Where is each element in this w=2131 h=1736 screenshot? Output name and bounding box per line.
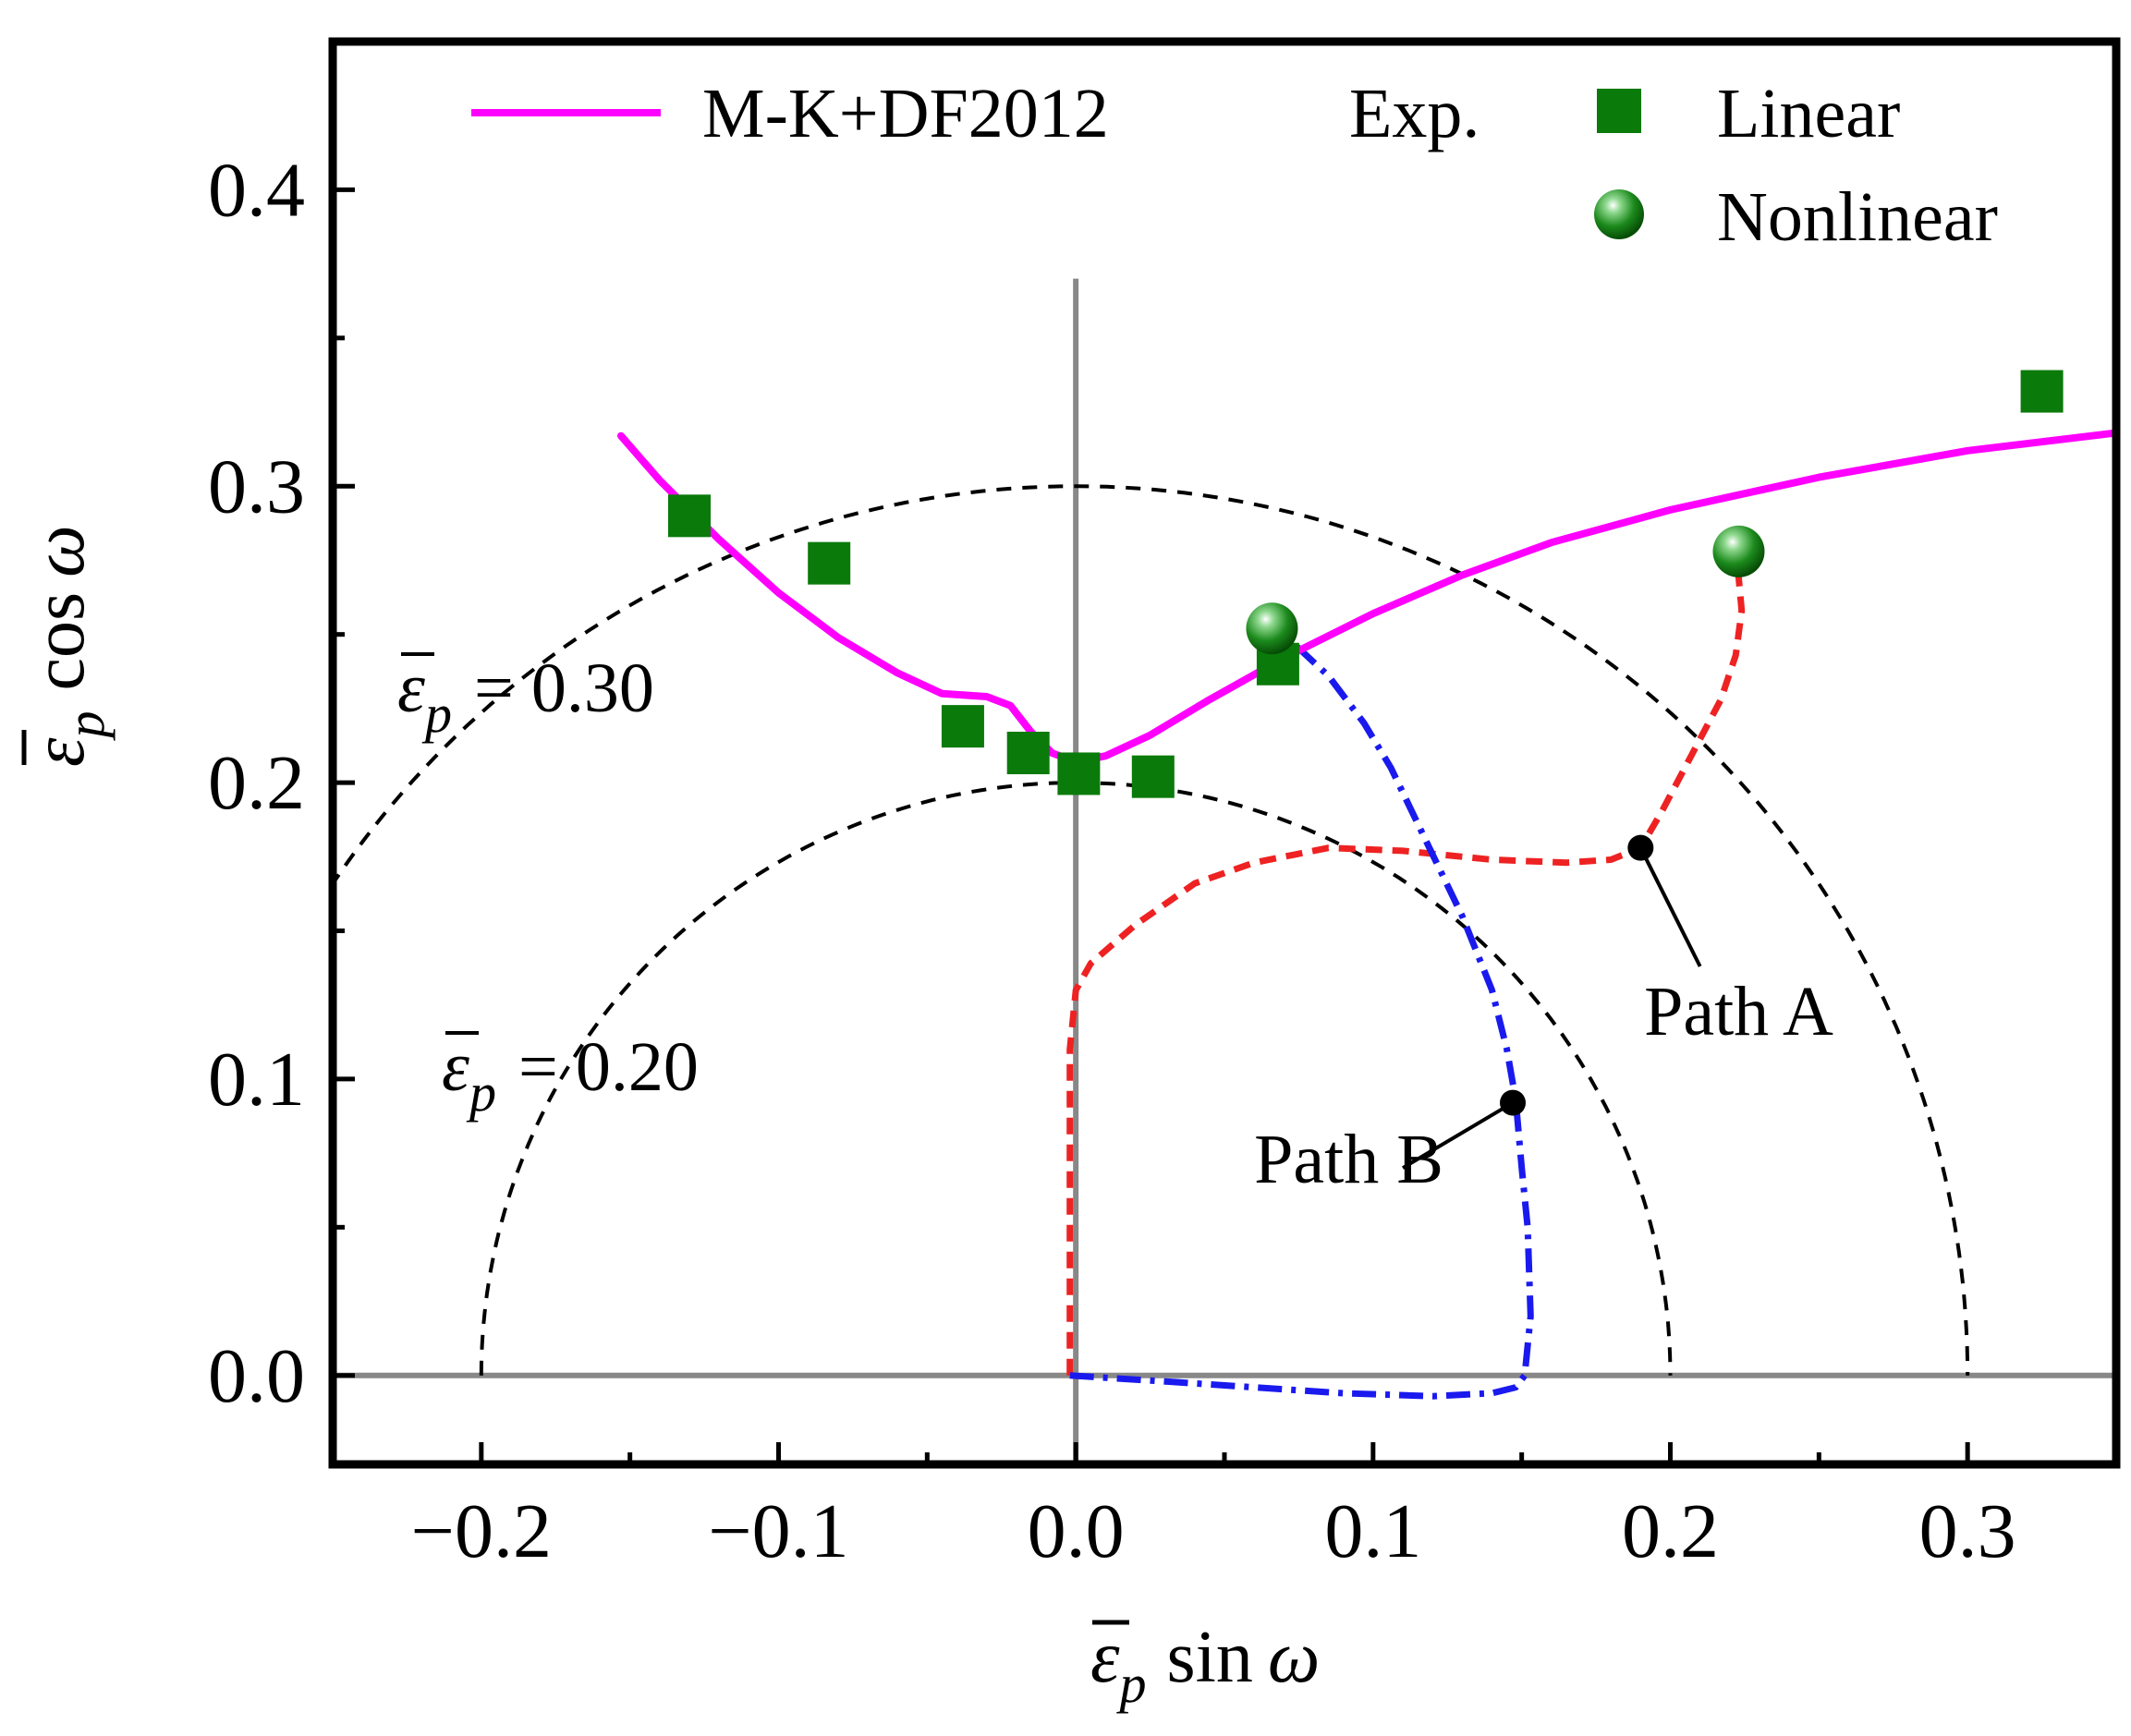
iso-label-030: εp = 0.30 bbox=[397, 649, 654, 744]
plot-area bbox=[333, 278, 2116, 1464]
iso-label-020-symbol: ε bbox=[442, 1028, 469, 1106]
x-tick-labels: −0.2 −0.1 0.0 0.1 0.2 0.3 bbox=[411, 1488, 2016, 1574]
y-tick-label: 0.4 bbox=[208, 147, 305, 233]
iso-label-020-value: = 0.20 bbox=[518, 1028, 699, 1106]
legend: M-K+DF2012 Exp. Linear Nonlinear bbox=[471, 75, 1998, 256]
y-tick-label: 0.3 bbox=[208, 443, 305, 529]
iso-label-020: εp = 0.20 bbox=[442, 1028, 699, 1123]
x-axis-title: εp sin ω bbox=[1090, 1617, 1320, 1714]
iso-contour-03 bbox=[333, 484, 1970, 1376]
axis-ticks bbox=[330, 39, 2119, 1464]
iso-label-020-subscript: p bbox=[466, 1062, 496, 1123]
linear-point-3 bbox=[1006, 732, 1050, 774]
x-tick-label: −0.1 bbox=[708, 1488, 848, 1574]
linear-point-5 bbox=[1131, 755, 1175, 798]
y-tick-label: 0.1 bbox=[208, 1037, 305, 1123]
legend-nonlinear-label: Nonlinear bbox=[1717, 178, 1998, 256]
legend-linear-swatch bbox=[1597, 89, 1641, 133]
path-a-marker bbox=[1627, 834, 1654, 861]
legend-linear-label: Linear bbox=[1717, 75, 1900, 152]
linear-point-1 bbox=[808, 541, 851, 585]
x-tick-label: −0.2 bbox=[411, 1488, 552, 1574]
x-tick-label: 0.0 bbox=[1028, 1488, 1125, 1574]
x-axis-subscript: p bbox=[1116, 1654, 1147, 1714]
x-tick-label: 0.1 bbox=[1324, 1488, 1421, 1574]
path-a-leader bbox=[1638, 846, 1702, 967]
x-axis-func: sin bbox=[1167, 1617, 1253, 1698]
linear-point-4 bbox=[1057, 752, 1101, 795]
x-tick-label: 0.2 bbox=[1622, 1488, 1719, 1574]
svg-text:εp= 0.30: εp = 0.30 bbox=[397, 649, 654, 744]
svg-text:εpcosω: εp cos ω bbox=[18, 525, 116, 767]
y-axis-title: εp cos ω bbox=[18, 525, 116, 767]
path-b-line bbox=[1069, 632, 1534, 1400]
y-tick-label: 0.0 bbox=[208, 1333, 305, 1419]
y-axis-func: cos bbox=[18, 592, 100, 691]
iso-label-030-subscript: p bbox=[421, 684, 452, 744]
x-axis-var: ω bbox=[1268, 1617, 1320, 1698]
iso-label-030-value: = 0.30 bbox=[474, 649, 654, 727]
path-annotations: Path A Path B bbox=[1254, 834, 1833, 1198]
nonlinear-point-0 bbox=[1246, 602, 1298, 655]
path-a-line bbox=[1066, 551, 1746, 1376]
y-axis-symbol: ε bbox=[18, 737, 100, 767]
path-b-label: Path B bbox=[1254, 1121, 1443, 1198]
y-axis-var: ω bbox=[18, 525, 100, 577]
linear-point-0 bbox=[668, 494, 711, 538]
path-a-label: Path A bbox=[1644, 973, 1833, 1050]
x-axis-symbol: ε bbox=[1090, 1617, 1120, 1698]
y-tick-labels: 0.0 0.1 0.2 0.3 0.4 bbox=[208, 147, 305, 1418]
linear-point-2 bbox=[941, 705, 984, 748]
x-tick-label: 0.3 bbox=[1919, 1488, 2016, 1574]
svg-text:εp= 0.20: εp = 0.20 bbox=[442, 1028, 699, 1123]
path-b-marker bbox=[1500, 1089, 1527, 1116]
path-b-leader bbox=[1401, 1100, 1515, 1170]
legend-exp-header: Exp. bbox=[1349, 75, 1480, 152]
linear-point-7 bbox=[2020, 370, 2064, 413]
iso-label-030-symbol: ε bbox=[397, 649, 425, 727]
legend-model-label: M-K+DF2012 bbox=[702, 75, 1109, 152]
nonlinear-point-1 bbox=[1712, 525, 1765, 577]
y-axis-subscript: p bbox=[55, 710, 116, 741]
model-curve bbox=[617, 429, 2116, 766]
y-tick-label: 0.2 bbox=[208, 740, 305, 826]
legend-nonlinear-swatch bbox=[1594, 189, 1644, 239]
